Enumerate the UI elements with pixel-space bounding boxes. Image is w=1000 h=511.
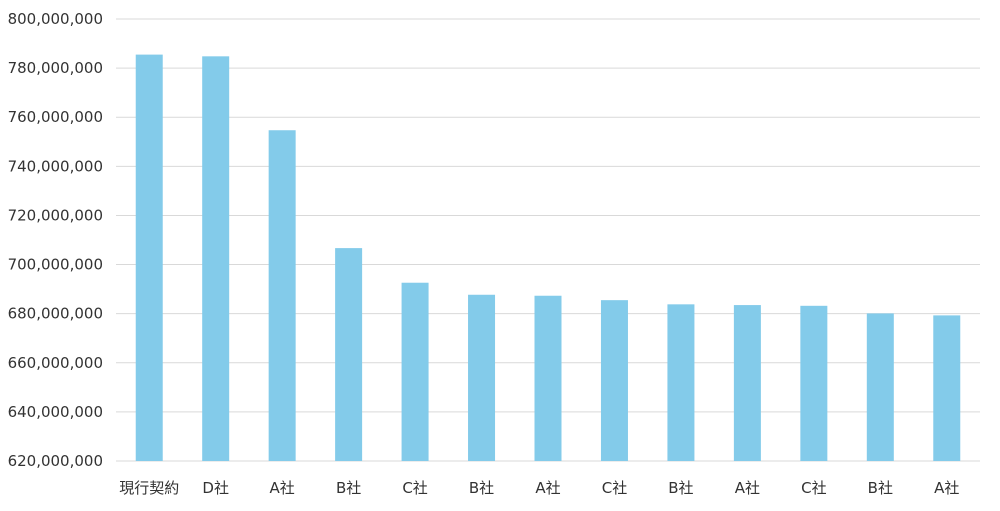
x-tick-label: D社	[202, 479, 229, 497]
bar	[335, 248, 363, 461]
x-tick-label: B社	[469, 479, 494, 497]
y-tick-label: 720,000,000	[8, 206, 103, 224]
x-tick-label: A社	[934, 479, 959, 497]
y-tick-label: 660,000,000	[8, 354, 103, 372]
y-tick-label: 640,000,000	[8, 403, 103, 421]
x-tick-label: C社	[402, 479, 427, 497]
y-tick-label: 740,000,000	[8, 157, 103, 175]
x-tick-label: A社	[735, 479, 760, 497]
bar	[534, 295, 562, 461]
bar	[135, 54, 163, 461]
x-tick-label: A社	[270, 479, 295, 497]
y-axis-tick-labels: 620,000,000 640,000,000 660,000,000 680,000…	[8, 10, 103, 470]
bar	[468, 294, 496, 461]
y-tick-label: 800,000,000	[8, 10, 103, 28]
bar	[202, 56, 230, 462]
x-tick-label: A社	[535, 479, 560, 497]
gridlines	[116, 18, 980, 462]
x-tick-label: B社	[868, 479, 893, 497]
y-tick-label: 620,000,000	[8, 452, 103, 470]
y-tick-label: 760,000,000	[8, 108, 103, 126]
bars	[135, 54, 961, 462]
x-tick-label: B社	[336, 479, 361, 497]
bar	[401, 282, 429, 461]
bar	[600, 300, 628, 461]
bar	[933, 315, 961, 461]
bar	[866, 313, 894, 461]
x-axis-tick-labels: 現行契約 D社 A社 B社 C社 B社 A社 C社 B社 A社 C社 B社 A社	[119, 479, 959, 497]
bar	[800, 305, 828, 461]
bar	[667, 304, 695, 461]
bar	[733, 305, 761, 461]
x-tick-label: B社	[668, 479, 693, 497]
y-tick-label: 700,000,000	[8, 256, 103, 274]
x-tick-label: 現行契約	[119, 479, 179, 497]
x-tick-label: C社	[801, 479, 826, 497]
bar	[268, 130, 296, 461]
x-tick-label: C社	[602, 479, 627, 497]
y-tick-label: 780,000,000	[8, 59, 103, 77]
y-tick-label: 680,000,000	[8, 305, 103, 323]
